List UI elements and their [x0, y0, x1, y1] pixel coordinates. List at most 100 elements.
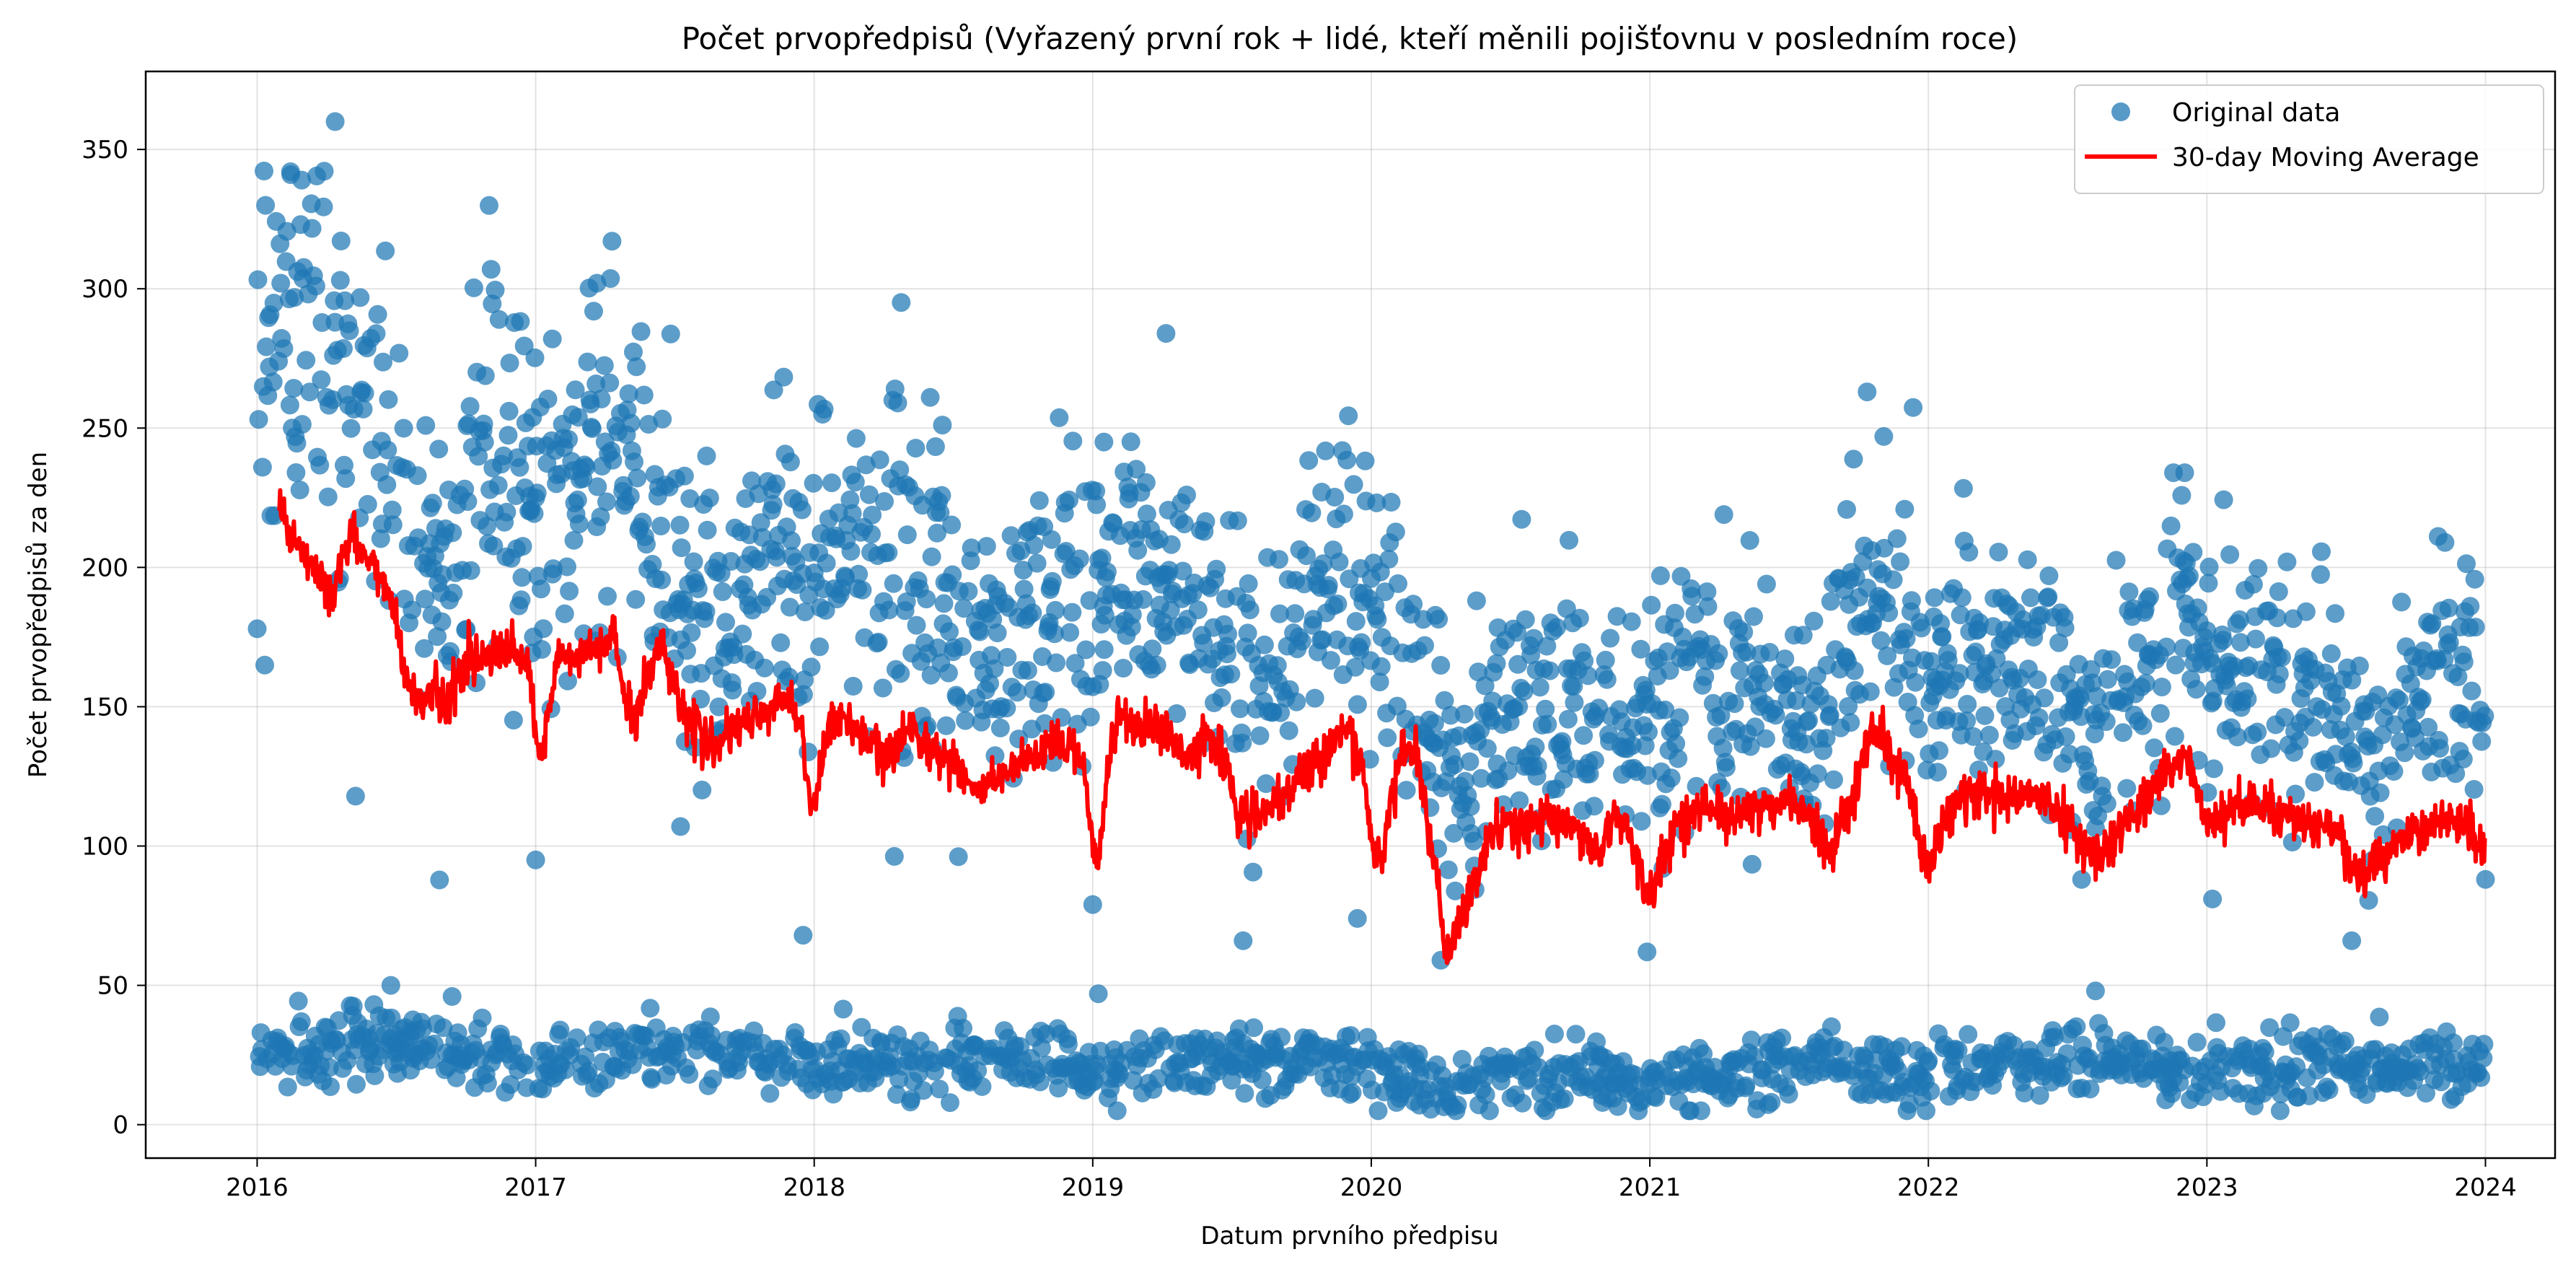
data-point	[1540, 661, 1560, 680]
data-point	[817, 553, 836, 573]
data-point	[1334, 504, 1353, 524]
data-point	[723, 680, 742, 700]
data-point	[833, 999, 853, 1019]
data-point	[550, 1020, 570, 1040]
data-point	[1063, 603, 1082, 622]
data-point	[334, 339, 353, 358]
y-tick-label: 0	[113, 1111, 128, 1140]
data-point	[2203, 889, 2223, 908]
data-point	[888, 393, 907, 413]
data-point	[733, 624, 752, 644]
data-point	[2476, 869, 2495, 889]
data-point	[300, 382, 320, 402]
data-point	[366, 324, 386, 343]
data-point	[2474, 1035, 2494, 1054]
data-point	[751, 513, 770, 533]
data-point	[302, 219, 322, 238]
data-point	[1713, 738, 1733, 758]
data-point	[760, 1084, 780, 1103]
data-point	[2461, 597, 2480, 616]
data-point	[252, 457, 272, 477]
data-point	[280, 395, 299, 415]
data-point	[1344, 475, 1363, 494]
data-point	[873, 678, 892, 698]
data-point	[1355, 451, 1375, 470]
data-point	[1921, 1082, 1940, 1101]
data-point	[564, 530, 584, 550]
data-point	[1292, 631, 1311, 651]
data-point	[2214, 490, 2233, 509]
data-point	[1378, 728, 1397, 748]
data-point	[558, 557, 576, 577]
data-point	[1431, 656, 1451, 675]
data-point	[478, 1074, 497, 1093]
data-point	[1959, 543, 1979, 562]
data-point	[432, 612, 452, 631]
data-point	[1188, 600, 1208, 620]
data-point	[474, 414, 493, 434]
data-point	[1270, 550, 1288, 569]
data-point	[289, 991, 308, 1011]
data-point	[1989, 543, 2008, 562]
data-point	[952, 637, 972, 657]
data-point	[1441, 706, 1460, 725]
data-point	[532, 579, 550, 599]
data-point	[750, 552, 770, 571]
data-point	[959, 582, 978, 601]
data-point	[543, 559, 563, 579]
data-point	[497, 502, 516, 522]
data-point	[291, 1012, 311, 1031]
data-point	[247, 619, 267, 639]
data-point	[1670, 708, 1689, 727]
data-point	[1305, 688, 1324, 708]
data-point	[633, 512, 652, 532]
data-point	[2370, 783, 2390, 802]
legend: Original data 30-day Moving Average	[2074, 84, 2544, 194]
data-point	[2277, 552, 2297, 571]
data-point	[346, 787, 365, 806]
data-point	[1902, 591, 1921, 610]
data-point	[555, 1060, 575, 1079]
data-point	[1756, 729, 1775, 748]
data-point	[1023, 603, 1042, 623]
data-point	[351, 288, 370, 307]
data-point	[1177, 486, 1196, 504]
data-point	[2321, 644, 2341, 663]
data-point	[532, 640, 551, 659]
data-point	[511, 312, 530, 331]
data-point	[1446, 881, 1465, 901]
data-point	[831, 1029, 850, 1048]
data-point	[949, 847, 968, 867]
data-point	[321, 1077, 340, 1096]
data-point	[970, 622, 990, 641]
data-point	[499, 401, 519, 421]
data-point	[2246, 629, 2265, 649]
data-point	[1639, 722, 1658, 742]
data-point	[841, 542, 861, 561]
data-point	[1008, 683, 1027, 702]
data-point	[697, 446, 716, 465]
data-point	[1167, 704, 1187, 723]
data-point	[651, 517, 671, 535]
data-point	[2248, 558, 2268, 578]
data-point	[1530, 678, 1549, 697]
data-point	[906, 439, 926, 458]
data-point	[922, 547, 941, 566]
data-point	[962, 538, 981, 558]
data-point	[653, 409, 672, 429]
data-point	[1730, 661, 1749, 680]
data-point	[2392, 592, 2412, 612]
data-point	[1883, 570, 1903, 590]
data-point	[390, 343, 409, 363]
data-point	[377, 475, 397, 494]
data-point	[2180, 566, 2199, 586]
data-point	[429, 439, 449, 459]
data-point	[672, 538, 691, 558]
data-point	[512, 568, 532, 587]
data-point	[1742, 854, 1762, 874]
data-point	[1804, 611, 1824, 631]
data-point	[1744, 607, 1763, 626]
data-point	[879, 600, 899, 620]
data-point	[1027, 553, 1047, 573]
data-point	[938, 663, 958, 683]
